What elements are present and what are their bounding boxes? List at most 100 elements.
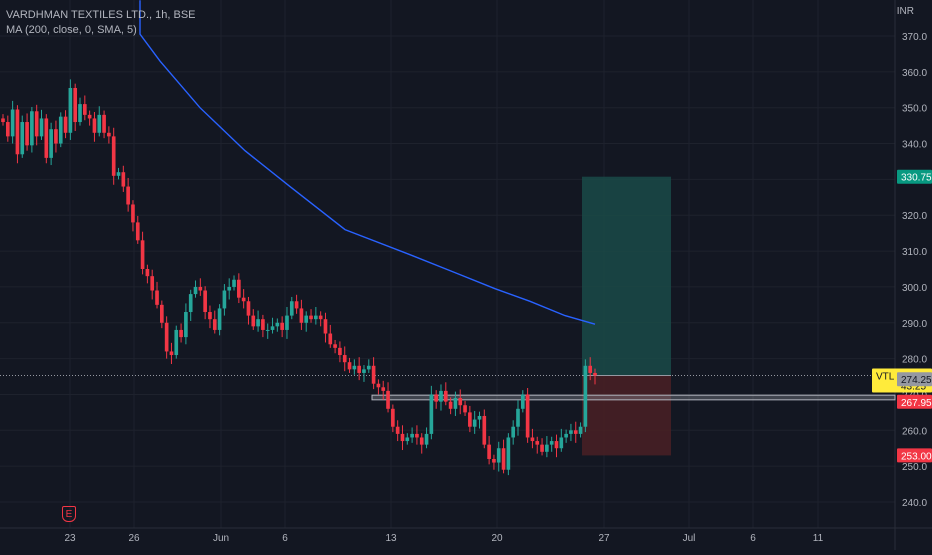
candle-body: [593, 372, 597, 376]
candle-body: [304, 315, 309, 323]
candle-body: [439, 390, 443, 402]
candle-body: [150, 276, 155, 291]
candle-body: [102, 114, 106, 133]
candle-body: [362, 369, 366, 373]
candle-body: [492, 458, 496, 463]
candle-body: [135, 222, 140, 241]
candle-body: [525, 394, 530, 438]
candle-body: [540, 444, 544, 452]
candle-body: [256, 319, 260, 327]
support-band[interactable]: [371, 394, 896, 401]
candle-body: [415, 433, 419, 438]
candle-body: [443, 390, 448, 402]
candle-body: [246, 301, 251, 316]
candle-body: [511, 426, 516, 438]
price-level-label: 253.00: [897, 448, 932, 463]
candle-body: [160, 304, 164, 323]
candle-body: [164, 322, 169, 352]
price-level-text: 274.25: [901, 375, 932, 386]
candle-body: [1, 118, 5, 123]
candle-body: [578, 426, 583, 434]
candle-body: [208, 312, 212, 320]
candle-body: [78, 104, 82, 123]
candle-body: [82, 104, 87, 115]
y-tick-label: 290.0: [902, 319, 927, 330]
candle-body: [583, 365, 588, 427]
x-tick-label: Jun: [213, 533, 229, 544]
candle-body: [131, 204, 135, 223]
candles: [1, 79, 597, 476]
x-tick-label: 6: [282, 533, 288, 544]
candle-body: [294, 301, 299, 309]
candle-body: [73, 87, 78, 123]
candle-body: [458, 398, 463, 406]
price-level-text: 253.00: [901, 451, 932, 462]
long-position-stop-zone[interactable]: [582, 375, 671, 456]
candle-body: [227, 286, 232, 291]
earnings-icon[interactable]: E: [62, 506, 76, 522]
candle-body: [15, 109, 20, 155]
candle-body: [92, 118, 97, 133]
candle-body: [419, 437, 424, 445]
x-tick-label: 26: [128, 533, 140, 544]
candle-body: [323, 319, 328, 334]
candle-body: [20, 122, 25, 155]
candle-body: [391, 408, 395, 427]
candle-body: [212, 319, 217, 330]
x-tick-label: 20: [491, 533, 503, 544]
candle-body: [232, 279, 236, 287]
y-tick-label: 240.0: [902, 498, 927, 509]
x-tick-label: 23: [64, 533, 76, 544]
candle-body: [357, 365, 361, 373]
candle-body: [111, 136, 116, 176]
price-level-text: 267.95: [901, 398, 932, 409]
candle-body: [140, 240, 145, 269]
y-tick-label: 250.0: [902, 462, 927, 473]
price-level-box: [897, 448, 932, 463]
candle-body: [496, 448, 501, 463]
price-level-label: 274.25: [897, 372, 932, 387]
candle-body: [222, 290, 227, 309]
candle-body: [97, 114, 102, 133]
indicator-label[interactable]: MA (200, close, 0, SMA, 5): [6, 24, 137, 36]
candle-body: [126, 186, 130, 205]
long-position-target-zone[interactable]: [582, 176, 671, 376]
candle-body: [516, 408, 520, 427]
x-tick-label: 11: [813, 533, 824, 544]
bar-countdown: 43:25: [901, 381, 926, 392]
price-level-box: [897, 372, 932, 387]
candle-body: [203, 290, 207, 313]
candle-body: [121, 172, 126, 187]
candle-body: [318, 315, 323, 320]
candle-body: [188, 294, 193, 313]
candle-body: [453, 398, 458, 409]
candle-body: [58, 116, 63, 144]
candle-body: [535, 441, 540, 445]
y-tick-label: 340.0: [902, 140, 927, 151]
candle-body: [381, 387, 386, 391]
candle-body: [554, 441, 559, 449]
candle-body: [573, 430, 578, 434]
candle-body: [501, 448, 506, 470]
candle-body: [44, 118, 49, 158]
candle-body: [25, 122, 29, 146]
candle-body: [395, 426, 400, 434]
candle-body: [261, 319, 265, 330]
candle-body: [68, 87, 73, 133]
ma-line[interactable]: [139, 0, 596, 325]
candle-body: [463, 405, 467, 413]
price-level-box: [897, 169, 932, 184]
symbol-title[interactable]: VARDHMAN TEXTILES LTD., 1h, BSE: [6, 9, 196, 21]
price-level-text: 330.75: [901, 173, 932, 184]
x-tick-label: 6: [750, 533, 756, 544]
candle-body: [5, 122, 10, 137]
y-tick-label: 320.0: [902, 211, 927, 222]
candle-body: [179, 329, 183, 338]
x-tick-label: 27: [598, 533, 610, 544]
y-tick-label: 350.0: [902, 104, 927, 115]
candle-body: [520, 394, 525, 409]
candle-body: [371, 365, 376, 384]
